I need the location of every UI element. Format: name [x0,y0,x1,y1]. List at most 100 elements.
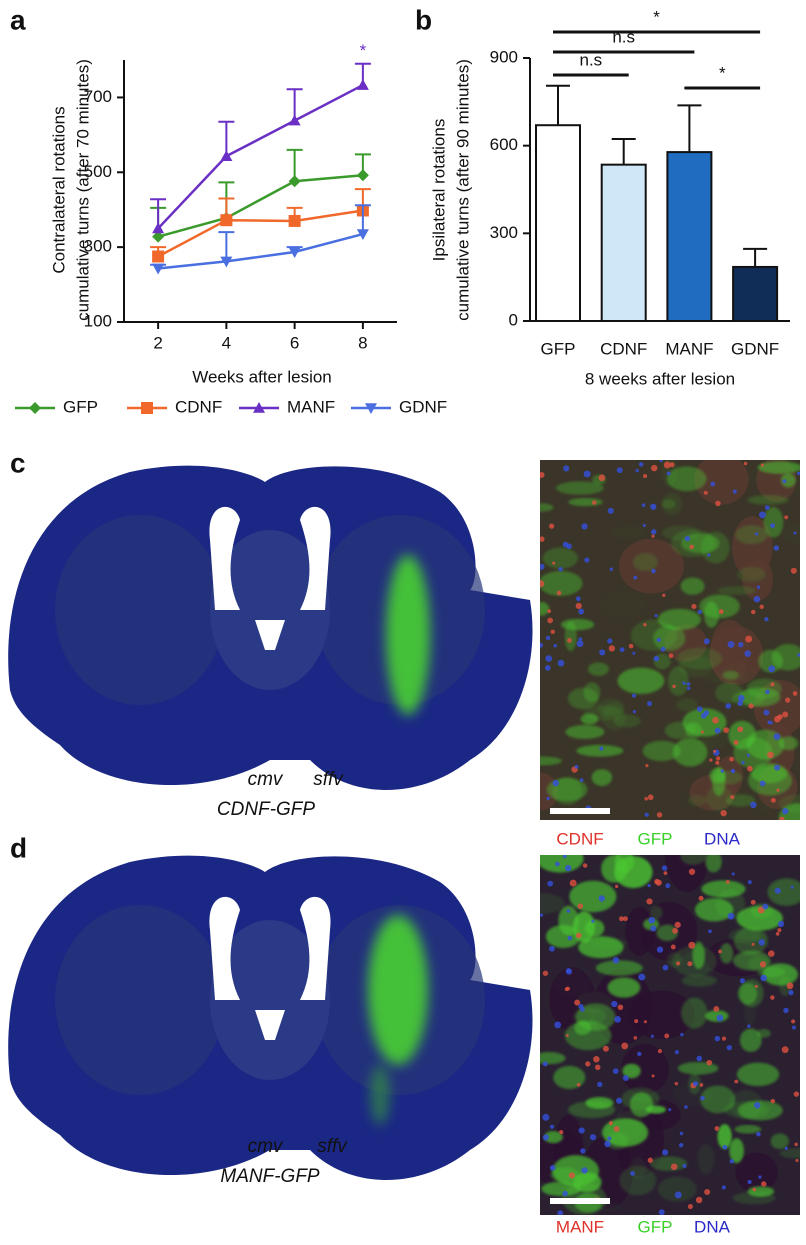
marker [288,214,301,227]
nucleus [612,1068,619,1074]
significance: * [360,41,367,60]
gfp-signal [552,777,583,805]
gfp-signal [705,1010,729,1022]
gfp-signal [763,506,784,538]
nucleus [698,895,704,901]
gfp-signal [779,976,792,997]
marker [220,214,233,227]
nucleus [786,982,794,990]
gfp-signal [565,724,605,739]
gfp-signal [717,1124,732,1149]
nucleus [676,961,681,966]
nucleus [651,529,657,535]
nucleus [542,1061,548,1067]
gfp-signal [687,794,707,807]
nucleus [547,609,552,614]
gfp-signal [767,878,800,906]
nucleus [792,1025,796,1030]
nucleus [565,1034,569,1038]
nucleus [770,523,776,529]
tissue-bundle [621,1043,669,1095]
nucleus [758,511,766,519]
nucleus [796,471,800,476]
nucleus [795,1158,799,1163]
nucleus [575,602,582,609]
nucleus [549,1124,555,1129]
nucleus [653,655,660,662]
gfp-signal [770,1133,790,1150]
nucleus [608,1121,613,1126]
nucleus [730,795,735,800]
nucleus [542,1134,549,1141]
nucleus [575,596,581,602]
gfp-signal [771,643,800,671]
nucleus [576,640,584,648]
nucleus [759,961,767,968]
marker [356,169,369,182]
nucleus [782,479,787,484]
bar [535,124,581,323]
nucleus [727,912,735,920]
nucleus [760,463,764,467]
error-bar [743,247,768,267]
nucleus [745,635,753,643]
nucleus [663,871,668,876]
gfp-signal [622,1063,641,1079]
gfp-signal [545,924,581,949]
gfp-signal [676,697,698,712]
nucleus [655,879,662,886]
nucleus [674,1050,680,1055]
nucleus [591,919,595,923]
promoter: cmv [248,769,284,790]
nucleus [706,1059,713,1066]
legend-label: GDNF [399,397,447,416]
y-label: Ipsilateral rotations [429,119,448,262]
nucleus [684,535,691,542]
y-tick-label: 300 [84,237,112,256]
gfp-signal [670,529,716,558]
gfp-signal [747,495,789,505]
nucleus [726,1044,733,1051]
nucleus [718,609,724,615]
gfp-signal [552,1155,600,1187]
nucleus [643,474,648,479]
nucleus [782,711,789,718]
gfp-signal [705,671,746,683]
nucleus [689,544,694,550]
gfp-signal [736,1062,780,1087]
nucleus [758,1175,762,1179]
nucleus [713,749,717,753]
y-tick-label: 300 [490,223,518,242]
nucleus [544,665,551,671]
nucleus [737,694,745,702]
error-bar [354,204,371,235]
nucleus [642,523,646,527]
construct: MANF-GFP [220,1166,320,1187]
marker [152,250,165,263]
nucleus [687,1204,693,1210]
nucleus [708,929,712,934]
nucleus [737,726,744,733]
nucleus [769,721,773,725]
nucleus [594,1064,601,1071]
nucleus [659,460,663,463]
nucleus [756,585,761,589]
nucleus [764,505,770,511]
nucleus [754,984,758,988]
gfp-signal [600,591,645,618]
nucleus [782,807,789,815]
nucleus [622,1075,629,1082]
error-bar [546,84,570,126]
legend-label: MANF [287,397,335,416]
significance: * [719,63,726,82]
gfp-signal [569,880,617,913]
nucleus [781,1046,789,1054]
y-tick-label: 600 [490,135,518,154]
nucleus [664,1033,670,1039]
series-line [157,83,364,230]
panel-label: b [415,4,432,35]
nucleus [579,778,584,782]
nucleus [650,503,657,510]
nucleus [646,898,653,905]
y-tick-label: 900 [490,47,518,66]
